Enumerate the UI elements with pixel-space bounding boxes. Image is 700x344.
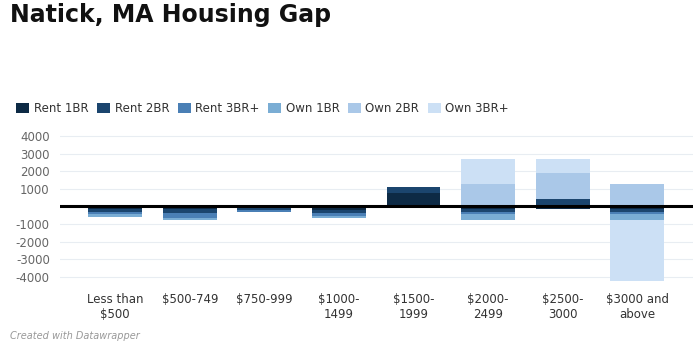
Bar: [163, 218, 216, 221]
Bar: [536, 206, 589, 209]
Bar: [312, 216, 366, 218]
Bar: [461, 212, 515, 214]
Bar: [163, 209, 216, 213]
Bar: [610, 212, 664, 214]
Bar: [536, 159, 589, 173]
Bar: [312, 206, 366, 210]
Bar: [386, 187, 440, 193]
Bar: [610, 184, 664, 206]
Bar: [610, 206, 664, 209]
Bar: [461, 206, 515, 209]
Text: Natick, MA Housing Gap: Natick, MA Housing Gap: [10, 3, 332, 28]
Bar: [88, 212, 142, 214]
Bar: [237, 210, 291, 212]
Bar: [312, 213, 366, 216]
Bar: [536, 173, 589, 200]
Bar: [88, 214, 142, 217]
Bar: [461, 214, 515, 219]
Bar: [461, 184, 515, 206]
Bar: [610, 209, 664, 212]
Bar: [237, 208, 291, 210]
Bar: [312, 210, 366, 213]
Bar: [610, 214, 664, 219]
Bar: [88, 206, 142, 209]
Bar: [461, 209, 515, 212]
Bar: [610, 219, 664, 281]
Bar: [536, 200, 589, 206]
Bar: [88, 209, 142, 212]
Text: Created with Datawrapper: Created with Datawrapper: [10, 331, 140, 341]
Bar: [163, 206, 216, 209]
Bar: [163, 213, 216, 218]
Legend: Rent 1BR, Rent 2BR, Rent 3BR+, Own 1BR, Own 2BR, Own 3BR+: Rent 1BR, Rent 2BR, Rent 3BR+, Own 1BR, …: [16, 102, 509, 115]
Bar: [386, 193, 440, 206]
Bar: [237, 206, 291, 208]
Bar: [461, 159, 515, 184]
